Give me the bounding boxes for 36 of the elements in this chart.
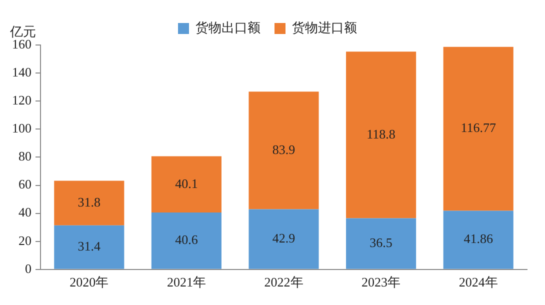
bar bbox=[443, 46, 514, 211]
x-tick-label: 2024年 bbox=[458, 274, 498, 290]
y-tick-label: 40 bbox=[18, 204, 32, 220]
x-tick-label: 2020年 bbox=[70, 274, 109, 290]
x-tick-label: 2022年 bbox=[264, 274, 304, 290]
data-label: 31.4 bbox=[78, 238, 102, 254]
data-label: 40.6 bbox=[175, 232, 198, 248]
bar bbox=[248, 209, 319, 269]
x-tick-label: 2023年 bbox=[362, 274, 401, 290]
legend-label: 货物进口额 bbox=[292, 20, 357, 35]
data-label: 40.1 bbox=[175, 176, 198, 191]
y-tick-label: 0 bbox=[25, 260, 32, 276]
y-tick-label: 60 bbox=[18, 176, 32, 192]
bar bbox=[151, 156, 222, 212]
data-label: 36.5 bbox=[370, 234, 392, 250]
bar bbox=[54, 225, 124, 269]
y-tick-label: 100 bbox=[12, 120, 32, 136]
bar bbox=[151, 212, 222, 269]
data-label: 42.9 bbox=[272, 230, 296, 246]
y-tick-label: 140 bbox=[12, 64, 32, 80]
y-tick-label: 80 bbox=[18, 148, 32, 164]
data-label: 31.8 bbox=[78, 194, 101, 210]
data-label: 83.9 bbox=[272, 142, 296, 157]
bar bbox=[443, 210, 514, 269]
y-axis-title: 亿元 bbox=[9, 24, 36, 39]
bar bbox=[346, 52, 416, 218]
x-tick-label: 2021年 bbox=[166, 274, 206, 290]
data-label: 116.77 bbox=[460, 120, 496, 136]
y-tick-label: 120 bbox=[12, 92, 32, 108]
bar bbox=[248, 92, 319, 210]
bar bbox=[54, 180, 124, 226]
data-label: 41.86 bbox=[464, 231, 494, 246]
y-tick-label: 20 bbox=[18, 232, 32, 248]
data-label: 118.8 bbox=[366, 126, 396, 142]
legend-label: 货物出口额 bbox=[196, 20, 260, 35]
bar bbox=[346, 218, 416, 269]
